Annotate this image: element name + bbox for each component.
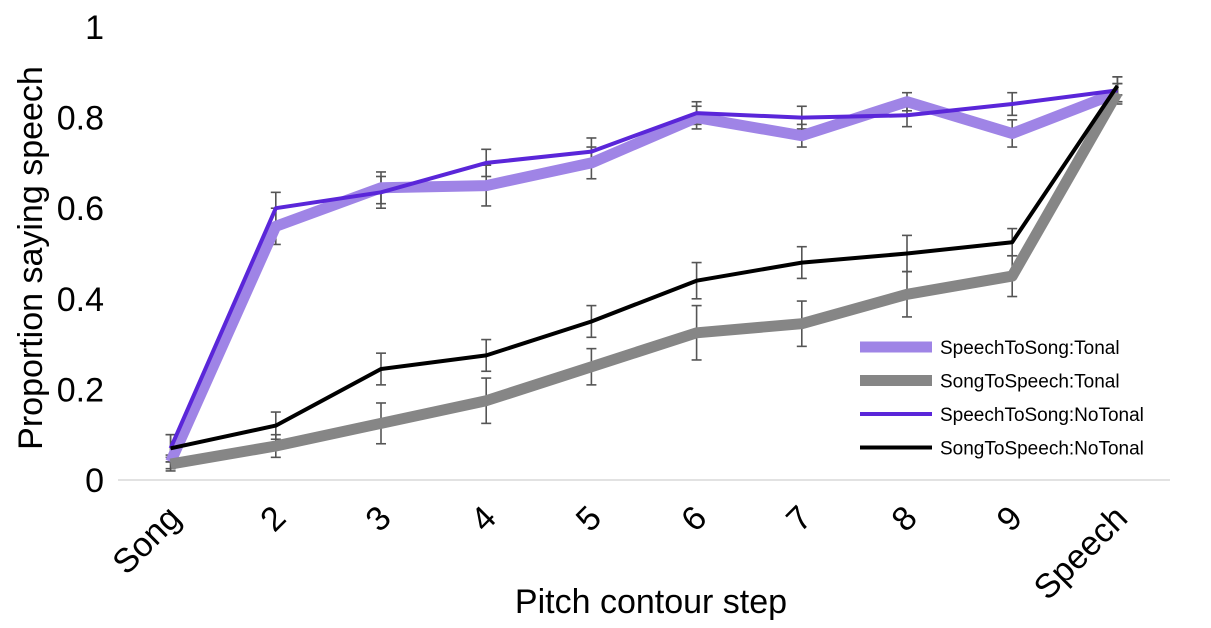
- x-tick-label: 2: [253, 499, 293, 539]
- x-tick-label: 8: [884, 499, 924, 539]
- x-tick-label: 4: [464, 499, 504, 539]
- x-tick-label: Song: [105, 499, 188, 582]
- legend-item: SongToSpeech:NoTonal: [860, 439, 1144, 460]
- series-lines: [165, 84, 1123, 470]
- x-tick-label: 7: [779, 499, 819, 539]
- x-tick-label: 3: [358, 499, 398, 539]
- legend-label: SongToSpeech:Tonal: [940, 372, 1120, 393]
- series-line: [168, 88, 1118, 450]
- legend-label: SpeechToSong:NoTonal: [940, 405, 1144, 426]
- y-axis-ticks: 0 0.2 0.4 0.6 0.8 1: [57, 9, 104, 500]
- y-tick-label: 0.4: [57, 281, 104, 319]
- y-tick-label: 0.6: [57, 190, 104, 228]
- x-tick-label: 6: [674, 499, 714, 539]
- legend-item: SongToSpeech:Tonal: [860, 372, 1120, 393]
- series-line: [169, 89, 1123, 470]
- legend-item: SpeechToSong:Tonal: [860, 338, 1120, 359]
- y-tick-label: 0.2: [57, 371, 104, 409]
- legend-label: SongToSpeech:NoTonal: [940, 439, 1144, 460]
- legend-label: SpeechToSong:Tonal: [940, 338, 1120, 359]
- x-tick-label: 5: [569, 499, 609, 539]
- y-tick-label: 0: [85, 462, 104, 500]
- legend-item: SpeechToSong:NoTonal: [860, 405, 1144, 426]
- x-tick-label: Speech: [1027, 499, 1135, 607]
- y-axis-title: Proportion saying speech: [12, 66, 50, 450]
- series-line: [170, 84, 1120, 451]
- legend: SpeechToSong:Tonal SongToSpeech:Tonal Spee…: [860, 338, 1144, 460]
- y-tick-label: 0.8: [57, 100, 104, 138]
- x-axis-title: Pitch contour step: [515, 583, 787, 621]
- series-line: [165, 87, 1120, 465]
- y-tick-label: 1: [85, 9, 104, 47]
- x-tick-label: 9: [990, 499, 1030, 539]
